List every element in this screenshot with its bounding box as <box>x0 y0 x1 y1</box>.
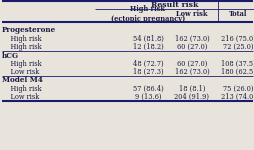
Text: 12 (18.2): 12 (18.2) <box>132 43 163 51</box>
Text: 9 (13.6): 9 (13.6) <box>134 93 161 101</box>
Text: High risk
(ectopic pregnancy): High risk (ectopic pregnancy) <box>110 5 184 23</box>
Text: 60 (27.0): 60 (27.0) <box>176 43 207 51</box>
Text: 60 (27.0): 60 (27.0) <box>176 60 207 68</box>
Text: 108 (37.5): 108 (37.5) <box>220 60 254 68</box>
Text: 18 (8.1): 18 (8.1) <box>178 85 204 93</box>
Text: Progesterone: Progesterone <box>2 27 56 34</box>
Text: High risk: High risk <box>2 85 41 93</box>
Text: 57 (86.4): 57 (86.4) <box>132 85 163 93</box>
Text: Result risk: Result risk <box>151 1 198 9</box>
Text: 75 (26.0): 75 (26.0) <box>222 85 252 93</box>
Text: Low risk: Low risk <box>176 10 207 18</box>
Text: High risk: High risk <box>2 60 41 68</box>
Text: 162 (73.0): 162 (73.0) <box>174 35 209 43</box>
Text: 213 (74.0): 213 (74.0) <box>220 93 254 101</box>
Text: Low risk: Low risk <box>2 93 39 101</box>
Text: 48 (72.7): 48 (72.7) <box>132 60 163 68</box>
Text: 204 (91.9): 204 (91.9) <box>174 93 209 101</box>
Text: 180 (62.5): 180 (62.5) <box>220 68 254 76</box>
Text: Low risk: Low risk <box>2 68 39 76</box>
Text: 216 (75.0): 216 (75.0) <box>220 35 254 43</box>
Text: 54 (81.8): 54 (81.8) <box>132 35 163 43</box>
Text: hCG: hCG <box>2 51 19 60</box>
Text: Model M4: Model M4 <box>2 76 43 84</box>
Text: 72 (25.0): 72 (25.0) <box>222 43 252 51</box>
Text: High risk: High risk <box>2 35 41 43</box>
Text: 162 (73.0): 162 (73.0) <box>174 68 209 76</box>
Text: Total: Total <box>228 10 246 18</box>
Text: 18 (27.3): 18 (27.3) <box>132 68 163 76</box>
Text: High risk: High risk <box>2 43 41 51</box>
